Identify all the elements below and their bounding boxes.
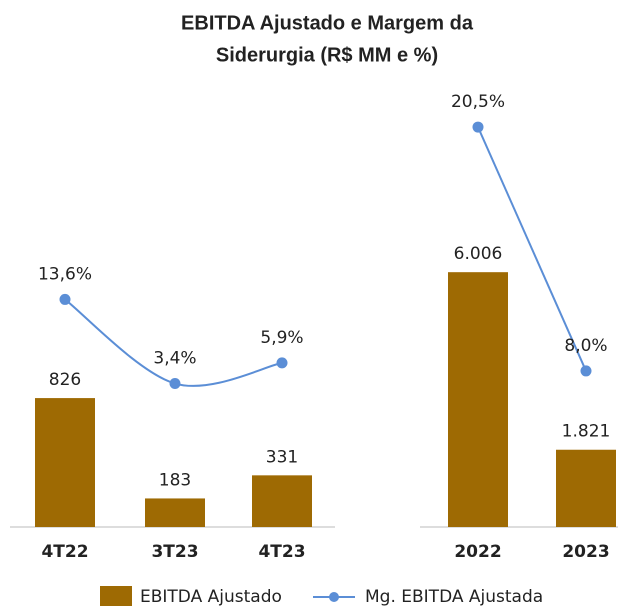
data-label: 13,6% — [38, 264, 92, 284]
x-tick-label: 2022 — [454, 542, 501, 562]
margin-line — [64, 298, 283, 387]
line-marker — [169, 378, 181, 390]
data-label: 183 — [159, 470, 191, 490]
bar — [145, 498, 205, 527]
legend-label: Mg. EBITDA Ajustada — [365, 587, 543, 606]
data-label: 6.006 — [454, 244, 503, 264]
x-tick-label: 3T23 — [151, 542, 198, 562]
line-marker — [276, 357, 288, 369]
bar — [556, 449, 616, 527]
bar — [448, 272, 508, 527]
data-label: 826 — [49, 370, 81, 390]
bar — [35, 398, 95, 527]
chart-title: Siderurgia (R$ MM e %) — [216, 44, 438, 66]
legend-swatch — [100, 586, 132, 606]
data-label: 3,4% — [153, 349, 196, 369]
line-marker — [472, 121, 484, 133]
chart-title: EBITDA Ajustado e Margem da — [181, 12, 474, 34]
line-marker — [580, 365, 592, 377]
data-label: 8,0% — [564, 336, 607, 356]
x-tick-label: 4T23 — [258, 542, 305, 562]
x-tick-label: 4T22 — [41, 542, 88, 562]
line-marker — [59, 293, 71, 305]
x-tick-label: 2023 — [562, 542, 609, 562]
data-label: 331 — [266, 447, 298, 467]
data-label: 1.821 — [562, 422, 611, 442]
margin-line — [477, 126, 587, 372]
bar — [252, 475, 312, 527]
legend-label: EBITDA Ajustado — [140, 587, 282, 606]
legend-marker — [329, 592, 339, 602]
data-label: 20,5% — [451, 92, 505, 112]
data-label: 5,9% — [260, 328, 303, 348]
